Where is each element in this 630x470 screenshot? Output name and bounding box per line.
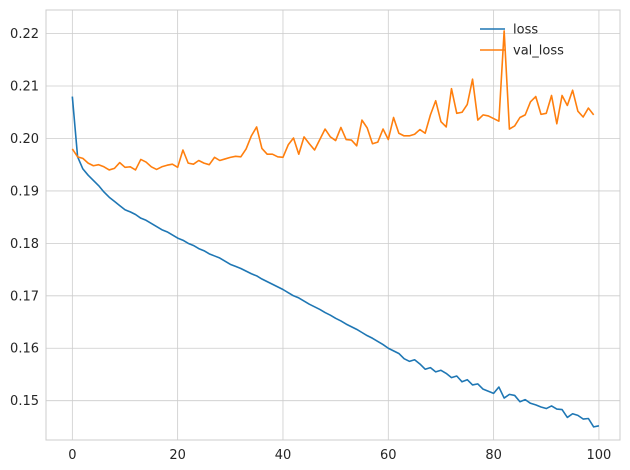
x-tick-label: 100 xyxy=(587,448,612,463)
series-line-loss xyxy=(71,96,600,428)
x-tick-label: 60 xyxy=(380,448,397,463)
legend-label-loss: loss xyxy=(513,23,538,38)
x-tick-label: 80 xyxy=(485,448,502,463)
x-tick-label: 0 xyxy=(68,448,76,463)
y-tick-label: 0.15 xyxy=(10,394,39,409)
y-tick-label: 0.17 xyxy=(10,289,39,304)
plot-area xyxy=(46,10,620,440)
y-tick-label: 0.21 xyxy=(10,80,39,95)
legend-label-val-loss: val_loss xyxy=(513,44,564,59)
y-tick-label: 0.19 xyxy=(10,184,39,199)
legend: loss val_loss xyxy=(480,23,564,59)
y-tick-label: 0.16 xyxy=(10,342,39,357)
tick-labels: 0 20 40 60 80 100 0.15 0.16 0.17 0.18 0.19 0.20 0.21… xyxy=(10,27,611,463)
grid xyxy=(46,10,620,440)
y-tick-label: 0.18 xyxy=(10,237,39,252)
series-layer xyxy=(71,30,600,428)
plot-frame xyxy=(45,9,621,441)
x-tick-label: 20 xyxy=(169,448,186,463)
x-tick-label: 40 xyxy=(275,448,292,463)
y-tick-label: 0.22 xyxy=(10,27,39,42)
y-tick-label: 0.20 xyxy=(10,132,39,147)
series-line-val-loss xyxy=(71,30,595,171)
